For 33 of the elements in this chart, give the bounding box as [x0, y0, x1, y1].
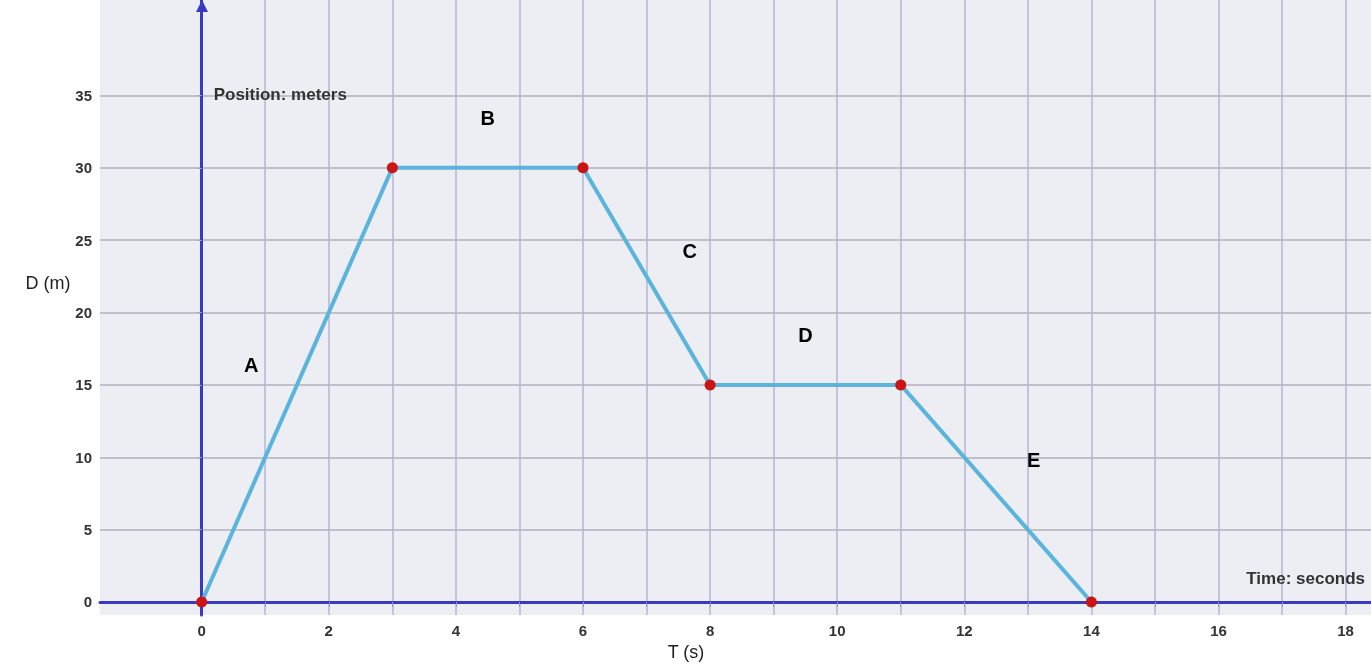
x-tick-label: 10: [828, 622, 846, 639]
x-tick-label: 0: [197, 622, 206, 639]
x-tick-label: 16: [1210, 622, 1227, 639]
annotation: A: [244, 353, 259, 376]
y-tick-label: 10: [75, 448, 92, 466]
point: [577, 162, 589, 174]
annotation: E: [1026, 449, 1041, 472]
annotation: B: [480, 106, 495, 129]
text: T (s): [667, 642, 705, 662]
x-axis-title: Time: seconds: [1246, 568, 1366, 588]
x-tick-label: 6: [578, 622, 588, 639]
y-axis-title: Position: meters: [213, 84, 347, 104]
point: [895, 379, 907, 391]
point: [1085, 596, 1097, 608]
annotation: D: [798, 323, 813, 346]
point: [196, 596, 208, 608]
y-tick-label: 30: [75, 159, 92, 177]
x-tick-label: 2: [324, 622, 333, 639]
y-tick-label: 25: [75, 231, 92, 249]
x-tick-label: 4: [451, 622, 461, 639]
x-tick-label: 8: [705, 622, 715, 639]
x-tick-label: 14: [1083, 622, 1101, 639]
y-tick-label: 15: [75, 376, 92, 394]
y-tick-label: 35: [75, 87, 92, 105]
y-tick-label: 20: [75, 304, 92, 322]
text: D (m): [25, 273, 71, 293]
annotation: C: [682, 240, 697, 263]
x-tick-label: 18: [1337, 622, 1354, 639]
y-tick-label: 5: [83, 521, 92, 539]
point: [704, 379, 716, 391]
y-tick-label: 0: [83, 593, 92, 611]
x-tick-label: 12: [955, 622, 973, 639]
point: [386, 162, 398, 174]
